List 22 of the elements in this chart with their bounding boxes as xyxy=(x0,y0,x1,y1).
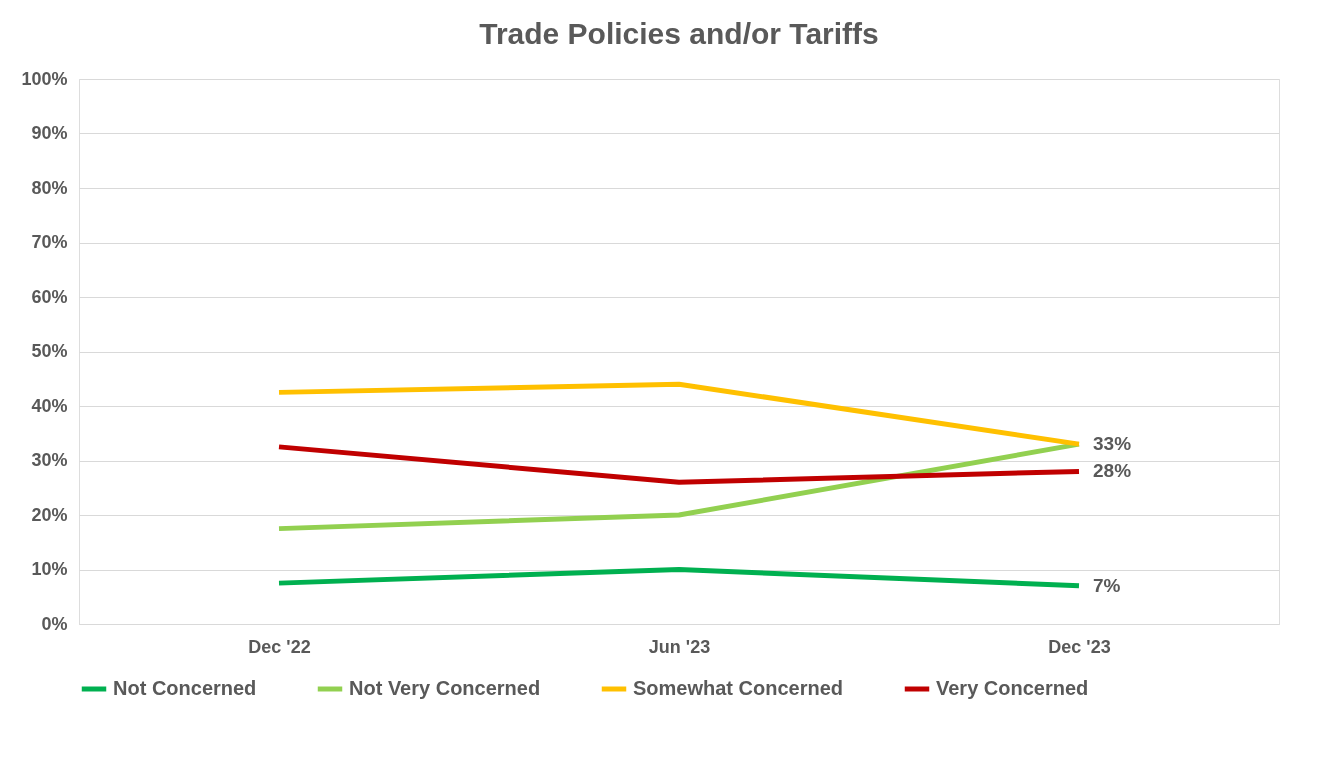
chart-title: Trade Policies and/or Tariffs xyxy=(479,17,879,50)
y-tick-label: 80% xyxy=(31,177,68,198)
legend-label: Not Concerned xyxy=(113,677,257,699)
y-tick-label: 0% xyxy=(41,613,68,634)
legend-label: Somewhat Concerned xyxy=(633,677,844,699)
legend-label: Not Very Concerned xyxy=(349,677,541,699)
legend-label: Very Concerned xyxy=(936,677,1089,699)
x-tick-label: Jun '23 xyxy=(648,636,711,657)
y-tick-label: 100% xyxy=(21,68,68,89)
y-tick-label: 20% xyxy=(31,504,68,525)
data-label: 28% xyxy=(1093,460,1132,482)
y-tick-label: 30% xyxy=(31,450,68,470)
y-tick-label: 60% xyxy=(31,286,68,307)
data-label: 33% xyxy=(1093,433,1132,455)
x-tick-label: Dec '23 xyxy=(1048,636,1111,657)
x-tick-label: Dec '22 xyxy=(248,636,311,657)
y-tick-label: 10% xyxy=(31,559,68,579)
data-label: 7% xyxy=(1093,574,1121,596)
y-tick-label: 50% xyxy=(31,341,68,361)
y-tick-label: 90% xyxy=(31,123,68,143)
y-tick-label: 70% xyxy=(31,232,68,252)
y-tick-label: 40% xyxy=(31,395,68,416)
